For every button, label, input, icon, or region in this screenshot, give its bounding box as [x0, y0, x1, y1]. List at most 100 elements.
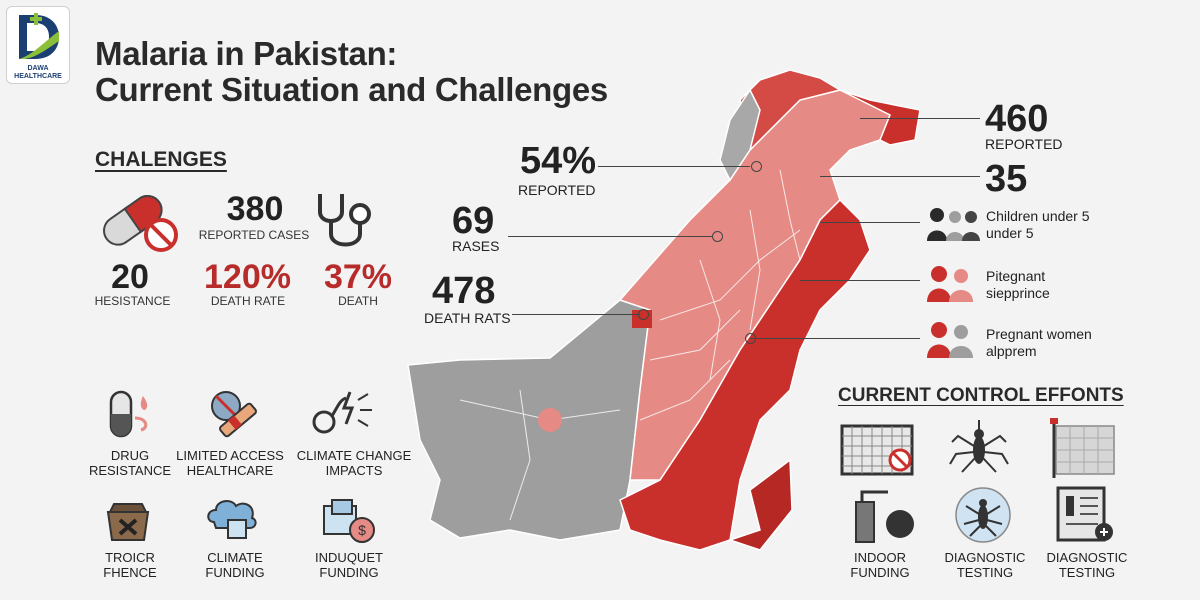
callout-54-line	[598, 166, 750, 167]
resistance-label: HESISTANCE	[94, 294, 171, 308]
factor-5-line1: CLIMATE	[207, 550, 263, 565]
coin-purse-x-icon	[106, 503, 150, 541]
callout-478-value: 478	[432, 270, 496, 312]
reported-cases-value: 380	[226, 190, 284, 228]
title-line2: Current Situation and Challenges	[95, 71, 608, 108]
callout-54-value: 54%	[520, 140, 597, 182]
death-label: DEATH	[338, 294, 378, 308]
control-heading: CURRENT CONTROL EFFONTS	[838, 385, 1124, 406]
factor-6-line2: FUNDING	[319, 565, 379, 580]
death-rate-value: 120%	[204, 258, 291, 296]
factor-3-line1: CLIMATE CHANGE	[296, 448, 412, 463]
callout-460-label: REPORTED	[985, 136, 1063, 152]
callout-478-label: DEATH RATS	[424, 310, 511, 326]
sprayer-icon	[855, 490, 914, 543]
logo-line1: DAWA	[27, 65, 49, 72]
callout-69-label: RASES	[452, 238, 500, 254]
people-group-icon	[927, 208, 980, 241]
factor-troicr: TROICR FHENCE	[80, 550, 180, 580]
pill-drop-icon	[109, 390, 148, 438]
stethoscope-icon	[318, 194, 371, 247]
challenges-heading: CHALENGES	[95, 148, 227, 171]
factor-climate-funding: CLIMATE FUNDING	[180, 550, 290, 580]
group-2-line	[800, 280, 920, 281]
control-6-line1: DIAGNOSTIC	[1046, 550, 1128, 565]
control-diagnostic-testing-2: DIAGNOSTIC TESTING	[1034, 550, 1140, 580]
pregnant-pair-icon	[927, 266, 973, 302]
group-2-line2: siepprince	[986, 285, 1050, 301]
resistance-value: 20	[111, 258, 149, 296]
group-1-line	[820, 222, 920, 223]
control-4-line1: INDOOR	[854, 550, 906, 565]
factor-limited-access: LIMITED ACCESS HEALTHCARE	[170, 448, 290, 478]
cloud-ice-icon	[207, 500, 257, 539]
factor-4-line2: FHENCE	[103, 565, 157, 580]
mosquito-icon	[949, 420, 1009, 473]
callout-35-line	[820, 176, 980, 177]
factor-climate-change: CLIMATE CHANGE IMPACTS	[292, 448, 416, 478]
bed-net-icon	[840, 424, 914, 476]
mosquito-circle-icon	[955, 487, 1011, 543]
map-region-south	[727, 458, 793, 551]
ice-coin-icon: $	[323, 499, 375, 543]
factor-2-line2: HEALTHCARE	[186, 463, 274, 478]
factor-3-line2: IMPACTS	[325, 463, 383, 478]
callout-69-line	[508, 236, 712, 237]
group-3-line2: alpprem	[986, 343, 1037, 359]
control-5-line1: DIAGNOSTIC	[944, 550, 1026, 565]
group-3-line	[750, 338, 920, 339]
group-pregnant-women: Pregnant women alpprem	[986, 326, 1092, 360]
callout-69-value: 69	[452, 200, 495, 242]
svg-text:$: $	[358, 522, 366, 538]
callout-54-dot	[751, 161, 762, 172]
stethoscope-lightning-icon	[312, 391, 372, 434]
control-4-line2: FUNDING	[850, 565, 910, 580]
control-indoor-funding: INDOOR FUNDING	[830, 550, 930, 580]
factor-5-line2: FUNDING	[205, 565, 265, 580]
death-value: 37%	[323, 258, 393, 296]
net-flag-icon	[1050, 418, 1115, 478]
map-region-northeast	[839, 89, 920, 146]
callout-460-value: 460	[985, 98, 1049, 140]
callout-54-label: REPORTED	[518, 182, 596, 198]
callout-478-line	[512, 314, 640, 315]
factor-2-line1: LIMITED ACCESS	[176, 448, 284, 463]
map-region-northwest	[719, 88, 761, 182]
factor-4-line1: TROICR	[105, 550, 155, 565]
factor-drug-resistance: DRUG RESISTANCE	[80, 448, 180, 478]
control-diagnostic-testing-1: DIAGNOSTIC TESTING	[932, 550, 1038, 580]
reported-cases-label: REPORTED CASES	[198, 228, 310, 242]
dawa-logo: DAWA HEALTHCARE	[6, 6, 70, 84]
callout-478-dot	[638, 309, 649, 320]
map-region-east	[619, 198, 871, 551]
control-6-line2: TESTING	[1058, 565, 1116, 580]
map-district-west-highlight	[538, 408, 562, 432]
group-2-line1: Pitegnant	[986, 268, 1046, 284]
factor-induquet-funding: INDUQUET FUNDING	[294, 550, 404, 580]
factor-1-line1: DRUG	[110, 448, 150, 463]
pregnant-women-icon	[927, 322, 973, 358]
factor-1-line2: RESISTANCE	[88, 463, 172, 478]
control-5-line2: TESTING	[956, 565, 1014, 580]
capsule-blocked-icon	[103, 195, 178, 252]
group-1-line1: Children under 5	[986, 208, 1090, 224]
pakistan-map	[407, 69, 920, 551]
group-3-dot	[745, 333, 756, 344]
test-report-icon	[1056, 486, 1113, 542]
factor-6-line1: INDUQUET	[315, 550, 383, 565]
page-title: Malaria in Pakistan: Current Situation a…	[95, 36, 608, 108]
blocked-syringe-icon	[211, 391, 257, 438]
title-line1: Malaria in Pakistan:	[95, 35, 398, 72]
callout-460-line	[860, 118, 980, 119]
logo-d-icon	[19, 13, 59, 59]
callout-35-value: 35	[985, 158, 1028, 200]
group-pregnant: Pitegnant siepprince	[986, 268, 1050, 302]
death-rate-label: DEATH RATE	[210, 294, 286, 308]
callout-69-dot	[712, 231, 723, 242]
group-3-line1: Pregnant women	[986, 326, 1092, 342]
group-1-line2: under 5	[986, 225, 1034, 241]
map-region-west	[407, 299, 651, 541]
logo-line2: HEALTHCARE	[14, 73, 62, 80]
map-region-north	[739, 69, 842, 152]
group-children: Children under 5 under 5	[986, 208, 1090, 242]
